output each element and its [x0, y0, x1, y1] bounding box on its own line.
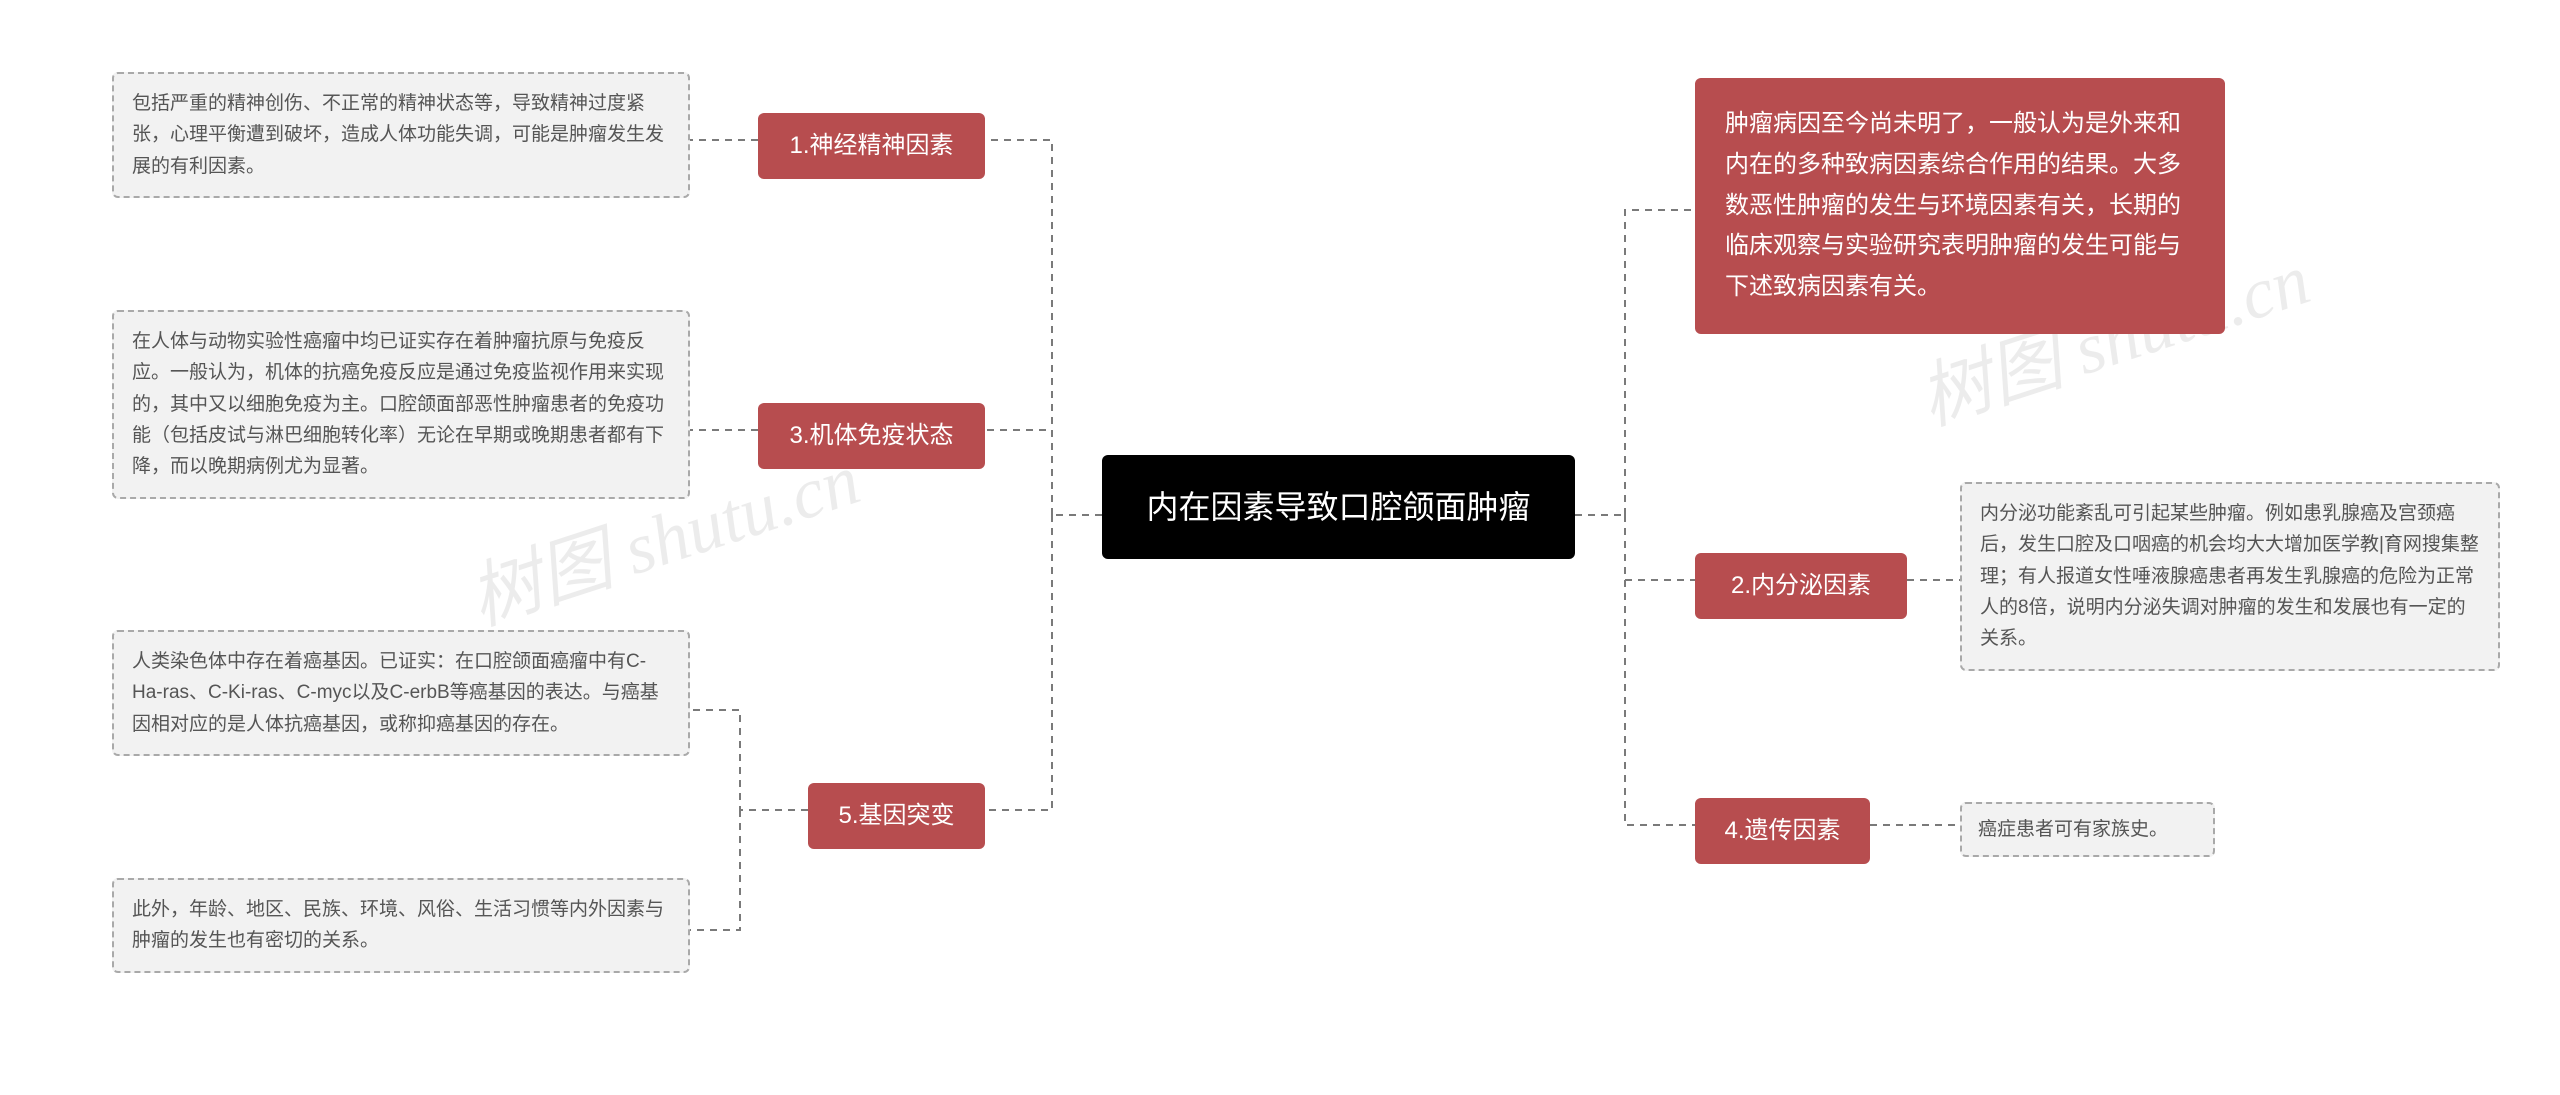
branch-3: 3.机体免疫状态 [758, 403, 985, 469]
leaf-2: 内分泌功能紊乱可引起某些肿瘤。例如患乳腺癌及宫颈癌后，发生口腔及口咽癌的机会均大… [1960, 482, 2500, 671]
branch-4: 4.遗传因素 [1695, 798, 1870, 864]
leaf-5a: 人类染色体中存在着癌基因。已证实：在口腔颌面癌瘤中有C-Ha-ras、C-Ki-… [112, 630, 690, 756]
leaf-5b: 此外，年龄、地区、民族、环境、风俗、生活习惯等内外因素与肿瘤的发生也有密切的关系… [112, 878, 690, 973]
branch-5: 5.基因突变 [808, 783, 985, 849]
leaf-3: 在人体与动物实验性癌瘤中均已证实存在着肿瘤抗原与免疫反应。一般认为，机体的抗癌免… [112, 310, 690, 499]
intro-box: 肿瘤病因至今尚未明了，一般认为是外来和内在的多种致病因素综合作用的结果。大多数恶… [1695, 78, 2225, 334]
branch-1: 1.神经精神因素 [758, 113, 985, 179]
leaf-1: 包括严重的精神创伤、不正常的精神状态等，导致精神过度紧张，心理平衡遭到破坏，造成… [112, 72, 690, 198]
leaf-4: 癌症患者可有家族史。 [1960, 802, 2215, 857]
center-node: 内在因素导致口腔颌面肿瘤 [1102, 455, 1575, 559]
branch-2: 2.内分泌因素 [1695, 553, 1907, 619]
